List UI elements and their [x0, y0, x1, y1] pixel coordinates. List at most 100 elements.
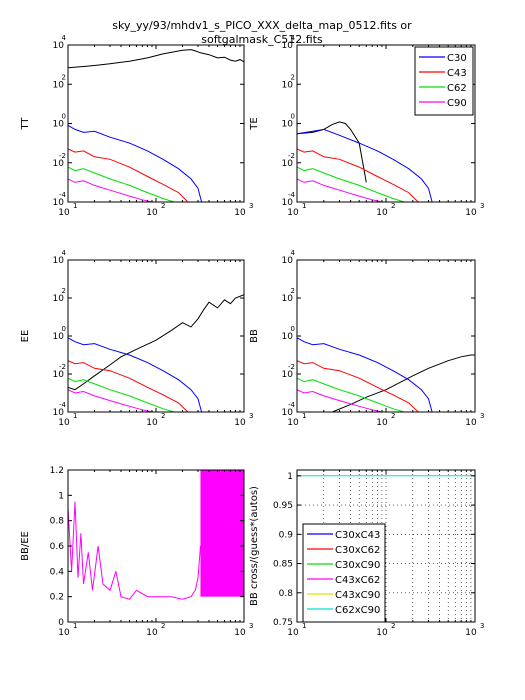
x-tick-label: 10 [234, 208, 246, 218]
y-tick-label: 1 [58, 491, 64, 501]
legend-label-3: C90 [447, 98, 467, 109]
y-tick-label: 10 [53, 370, 65, 380]
x-tick-exponent: 3 [249, 202, 253, 210]
y-tick-label: 0.95 [273, 501, 293, 511]
y-tick-exponent: 0 [291, 325, 295, 333]
legend-label-2: C30xC90 [335, 560, 380, 571]
y-tick-label: 0.8 [50, 517, 65, 527]
y-tick-label: 10 [282, 120, 294, 130]
y-tick-label: 10 [282, 198, 294, 208]
legend-label-1: C43 [447, 68, 467, 79]
y-tick-label: 1.2 [50, 466, 64, 476]
y-tick-label: 0.9 [279, 530, 294, 540]
x-tick-exponent: 1 [302, 202, 306, 210]
legend-box [414, 46, 474, 116]
x-tick-exponent: 2 [161, 412, 165, 420]
legend-label-3: C43xC62 [335, 575, 380, 586]
y-tick-label: 10 [53, 294, 65, 304]
axes-frame [67, 44, 245, 203]
y-tick-label: 0.8 [279, 589, 294, 599]
y-tick-label: 10 [53, 408, 65, 418]
x-tick-label: 10 [376, 628, 388, 638]
y-tick-label: 10 [53, 198, 65, 208]
x-tick-exponent: 2 [391, 202, 395, 210]
x-tick-exponent: 2 [161, 622, 165, 630]
x-tick-exponent: 1 [302, 412, 306, 420]
x-tick-exponent: 2 [161, 202, 165, 210]
x-tick-exponent: 3 [480, 202, 484, 210]
x-tick-label: 10 [58, 418, 70, 428]
y-tick-label: 10 [53, 159, 65, 169]
y-tick-label: 10 [282, 159, 294, 169]
y-tick-label: 10 [53, 332, 65, 342]
series-line-4 [297, 389, 383, 412]
series-line-1 [68, 337, 203, 412]
y-axis-label: BB [249, 329, 260, 343]
y-axis-label: TE [249, 117, 260, 130]
y-tick-exponent: 4 [62, 249, 67, 257]
series-line-0 [68, 294, 244, 391]
y-tick-exponent: 2 [291, 287, 295, 295]
y-tick-exponent: -4 [288, 191, 296, 199]
x-tick-label: 10 [146, 208, 158, 218]
y-tick-exponent: 0 [291, 113, 295, 121]
y-tick-exponent: 0 [62, 325, 66, 333]
y-tick-exponent: 2 [62, 73, 66, 81]
y-tick-label: 10 [53, 120, 65, 130]
x-tick-label: 10 [465, 208, 477, 218]
legend-label-5: C62xC90 [335, 605, 380, 616]
y-tick-label: 0.85 [273, 560, 293, 570]
series-line-1 [297, 337, 433, 412]
series-line-4 [68, 389, 153, 412]
y-tick-exponent: 2 [291, 73, 295, 81]
series-line-3 [297, 377, 405, 412]
y-tick-exponent: -4 [288, 401, 296, 409]
y-tick-exponent: -4 [59, 191, 67, 199]
y-tick-exponent: 2 [62, 287, 66, 295]
series-fill [200, 470, 244, 597]
legend-label-4: C43xC90 [335, 590, 380, 601]
x-tick-exponent: 1 [73, 622, 77, 630]
legend-box [302, 523, 386, 623]
series-line-0 [332, 354, 475, 412]
y-tick-label: 0 [58, 618, 64, 628]
y-tick-label: 0.4 [50, 567, 65, 577]
axes-frame [67, 259, 245, 413]
x-tick-exponent: 1 [73, 202, 77, 210]
x-tick-label: 10 [234, 418, 246, 428]
series-line-4 [68, 178, 153, 202]
x-tick-exponent: 2 [391, 622, 395, 630]
x-tick-exponent: 2 [391, 412, 395, 420]
series-line-2 [297, 360, 419, 412]
legend-label-2: C62 [447, 83, 467, 94]
x-tick-label: 10 [376, 418, 388, 428]
y-tick-exponent: -2 [288, 363, 295, 371]
x-tick-exponent: 1 [73, 412, 77, 420]
x-tick-label: 10 [58, 208, 70, 218]
legend-label-1: C30xC62 [335, 545, 380, 556]
y-tick-label: 1 [287, 472, 293, 482]
x-tick-label: 10 [146, 628, 158, 638]
x-tick-label: 10 [376, 208, 388, 218]
y-tick-label: 0.75 [273, 618, 293, 628]
x-tick-label: 10 [146, 418, 158, 428]
series-line-3 [68, 166, 175, 202]
figure-title-line-1: sky_yy/93/mhdv1_s_PICO_XXX_delta_map_051… [112, 19, 412, 32]
y-tick-exponent: 4 [291, 34, 296, 42]
y-tick-label: 10 [282, 80, 294, 90]
series-line-0 [68, 501, 201, 600]
series-line-2 [297, 148, 419, 202]
y-tick-exponent: -2 [59, 152, 66, 160]
y-tick-label: 10 [282, 408, 294, 418]
series-line-0 [297, 121, 367, 183]
y-tick-exponent: -2 [288, 152, 295, 160]
series-line-0 [68, 49, 244, 69]
legend-label-0: C30 [447, 53, 467, 64]
legend-label-0: C30xC43 [335, 530, 380, 541]
y-tick-label: 0.6 [50, 542, 65, 552]
